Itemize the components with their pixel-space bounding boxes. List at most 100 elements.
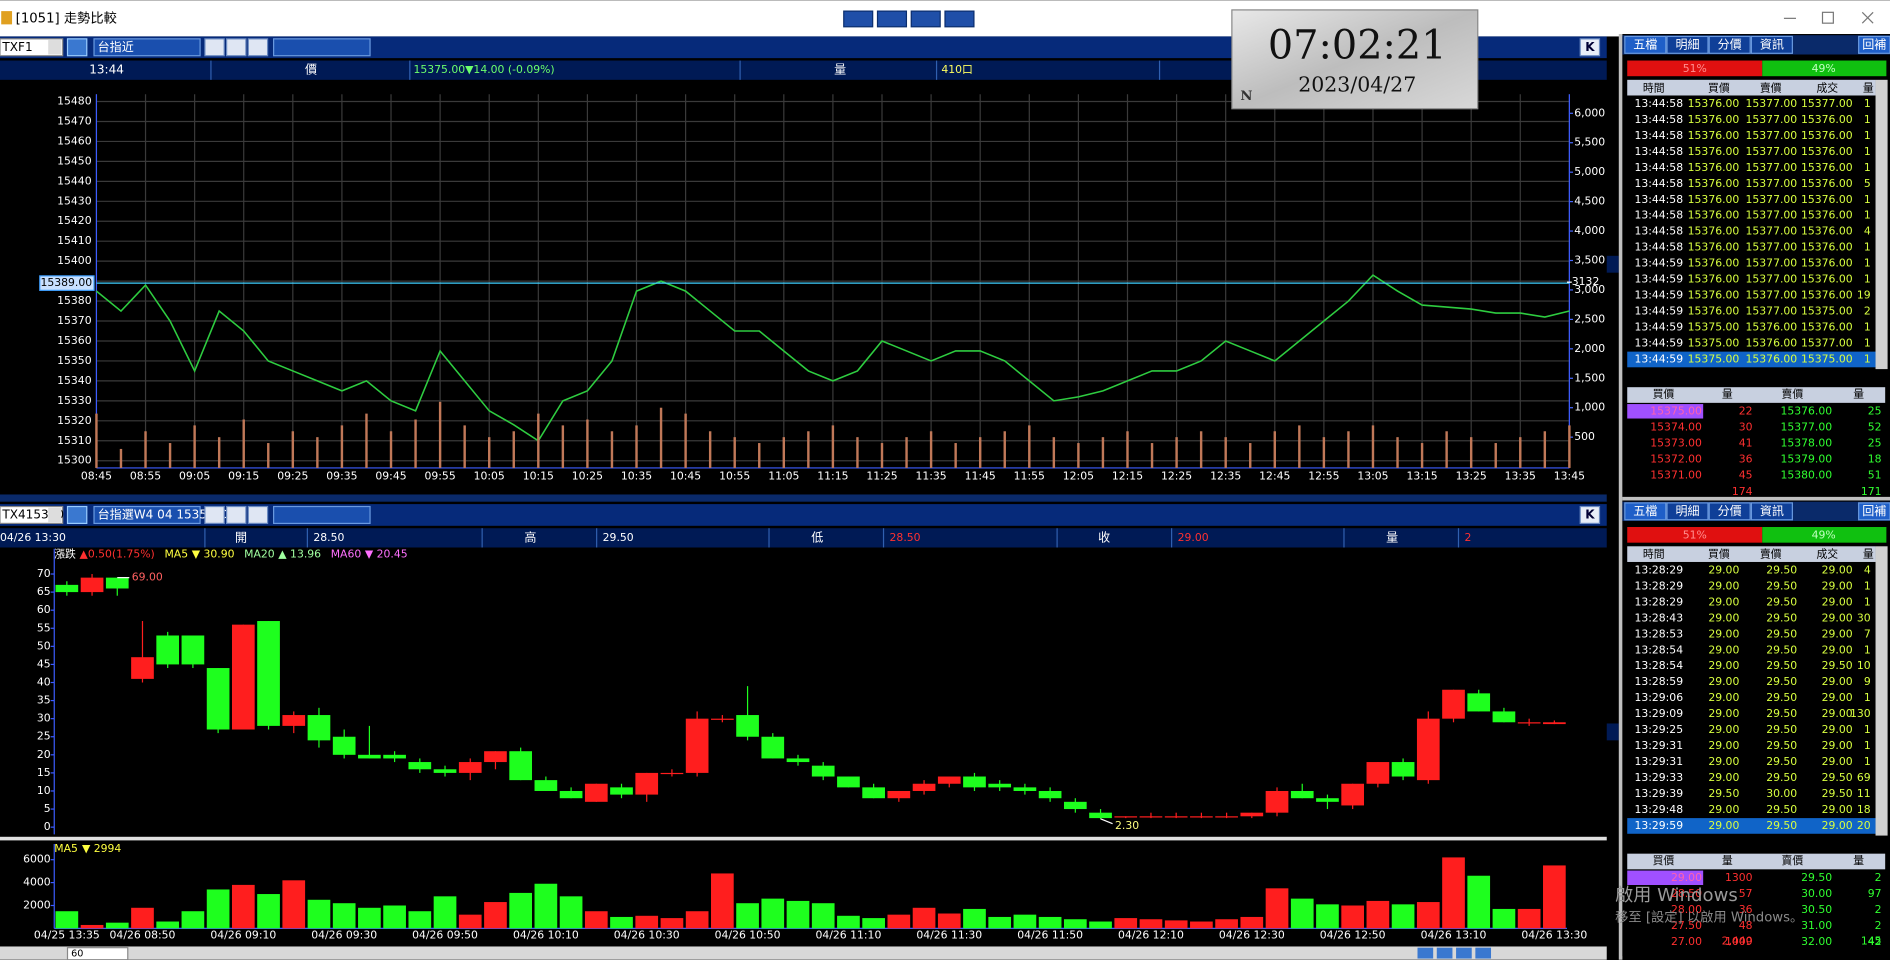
y-tick-label: 15310 <box>57 434 92 447</box>
book-header-cell: 賣價 <box>1782 853 1804 867</box>
annotation: 69.00 <box>132 571 163 584</box>
tick-cell: 15377.00 <box>1746 289 1798 302</box>
k-button[interactable]: K <box>1585 507 1595 521</box>
volume-bar <box>1396 437 1399 468</box>
tick-cell: 15376.00 <box>1801 145 1853 158</box>
candle-body <box>156 635 180 665</box>
tab-label[interactable]: 五檔 <box>1633 37 1657 51</box>
book-ask: 29.50 <box>1801 871 1832 884</box>
tick-cell: 13:44:58 <box>1634 113 1683 126</box>
x-tick-label: 04/26 09:10 <box>210 929 276 942</box>
x-tick-label: 13:45 <box>1554 469 1585 482</box>
info-bar <box>0 528 1607 548</box>
volume-bar <box>758 443 761 468</box>
scrollbar <box>1875 79 1888 370</box>
x-tick-label: 04/26 11:50 <box>1017 929 1083 942</box>
watermark: 啟用 Windows <box>1615 885 1738 906</box>
candle-body <box>786 758 810 763</box>
tab-label[interactable]: 五檔 <box>1633 504 1657 518</box>
side-button[interactable]: 回補 <box>1862 504 1886 518</box>
y-tick-label: 15370 <box>57 314 92 327</box>
book-bid-qty: 22 <box>1739 404 1753 417</box>
side-button[interactable]: 回補 <box>1862 37 1886 51</box>
legend-value: ▼ 30.90 <box>192 548 235 561</box>
tick-cell: 29.00 <box>1708 691 1739 704</box>
tick-cell: 13:44:58 <box>1634 193 1683 206</box>
volume-bar <box>635 425 638 468</box>
tick-cell: 11 <box>1857 787 1871 800</box>
tick-cell: 15376.00 <box>1746 352 1798 365</box>
y-tick-label: 15330 <box>57 394 92 407</box>
tab-label[interactable]: 資訊 <box>1760 36 1784 51</box>
tick-cell: 13:44:58 <box>1634 209 1683 222</box>
candle-body <box>1416 718 1440 781</box>
k-button[interactable]: K <box>1585 40 1595 54</box>
x-tick-label: 04/26 08:50 <box>110 929 176 942</box>
side-btn <box>1858 502 1890 521</box>
tab-label[interactable]: 資訊 <box>1760 503 1784 518</box>
symbol: TXF1 <box>1 40 32 54</box>
y-tick-label: 15470 <box>57 114 92 127</box>
book-ask-qty: 52 <box>1868 420 1882 433</box>
y-tick-label: 20 <box>37 748 51 761</box>
volume-bar <box>282 880 306 929</box>
candle-body <box>181 635 205 665</box>
tick-cell: 1 <box>1864 257 1871 270</box>
volume-bar <box>856 437 859 468</box>
tick-cell: 1 <box>1864 336 1871 349</box>
tick-cell: 1 <box>1864 723 1871 736</box>
volume-bar <box>586 419 589 468</box>
ask-ratio-bar <box>1762 60 1887 77</box>
panel-divider <box>1618 34 1623 960</box>
info-time: 13:44 <box>89 63 124 77</box>
tick-cell: 29.50 <box>1766 579 1797 592</box>
y-tick-label: 70 <box>37 567 51 580</box>
y-tick-label: 25 <box>37 730 51 743</box>
x-tick-label: 04/26 09:30 <box>311 929 377 942</box>
volume-bar <box>954 443 957 468</box>
tick-cell: 29.00 <box>1822 707 1853 720</box>
symbol-name: 台指選W4 04 15350 C <box>98 506 227 521</box>
x-tick-label: 09:45 <box>375 469 406 482</box>
tick-cell: 29.50 <box>1766 611 1797 624</box>
book-bid: 29.00 <box>1671 871 1702 884</box>
tab-label[interactable]: 分價 <box>1718 504 1742 518</box>
tick-cell: 15376.00 <box>1688 209 1740 222</box>
candle-body <box>1038 790 1062 799</box>
clock-date: 2023/04/27 <box>1298 72 1416 96</box>
tick-cell: 15376.00 <box>1688 193 1740 206</box>
volume-bar <box>1543 865 1566 929</box>
tab-label[interactable]: 明細 <box>1675 37 1699 51</box>
column-header: 量 <box>1863 81 1874 94</box>
volume-bar <box>144 431 147 468</box>
y2-marker-label: 3132 <box>1572 275 1600 288</box>
candle-body <box>1366 762 1390 784</box>
reference-label: 15389.00 <box>40 276 92 289</box>
tick-cell: 15376.00 <box>1688 225 1740 238</box>
x-tick-label: 04/26 11:30 <box>916 929 982 942</box>
book-header-cell: 買價 <box>1653 853 1675 867</box>
candle-body <box>383 754 406 759</box>
tick-cell: 13:29:33 <box>1634 771 1683 784</box>
volume-bar <box>484 902 507 929</box>
tick-cell: 29.50 <box>1766 643 1797 656</box>
tick-cell: 13:29:48 <box>1634 803 1683 816</box>
best-bid <box>1627 870 1704 885</box>
tab-label[interactable]: 分價 <box>1718 37 1742 51</box>
volume-bar <box>1139 919 1163 929</box>
book-bid: 15372.00 <box>1650 452 1702 465</box>
tab-label[interactable]: 明細 <box>1675 504 1699 518</box>
tick-cell: 1 <box>1864 113 1871 126</box>
best-bid <box>1627 404 1704 419</box>
tick-cell: 13:44:58 <box>1634 97 1683 110</box>
volume-bar <box>168 443 172 468</box>
y-tick-label: 15450 <box>57 154 92 167</box>
x-tick-label: 12:25 <box>1161 469 1192 482</box>
tick-cell: 1 <box>1864 241 1871 254</box>
tick-cell: 5 <box>1864 177 1871 190</box>
bid-ratio-bar <box>1627 527 1763 543</box>
column-header: 成交 <box>1816 547 1838 561</box>
volume-bar <box>1249 443 1252 468</box>
y-tick-label: 10 <box>37 784 51 797</box>
